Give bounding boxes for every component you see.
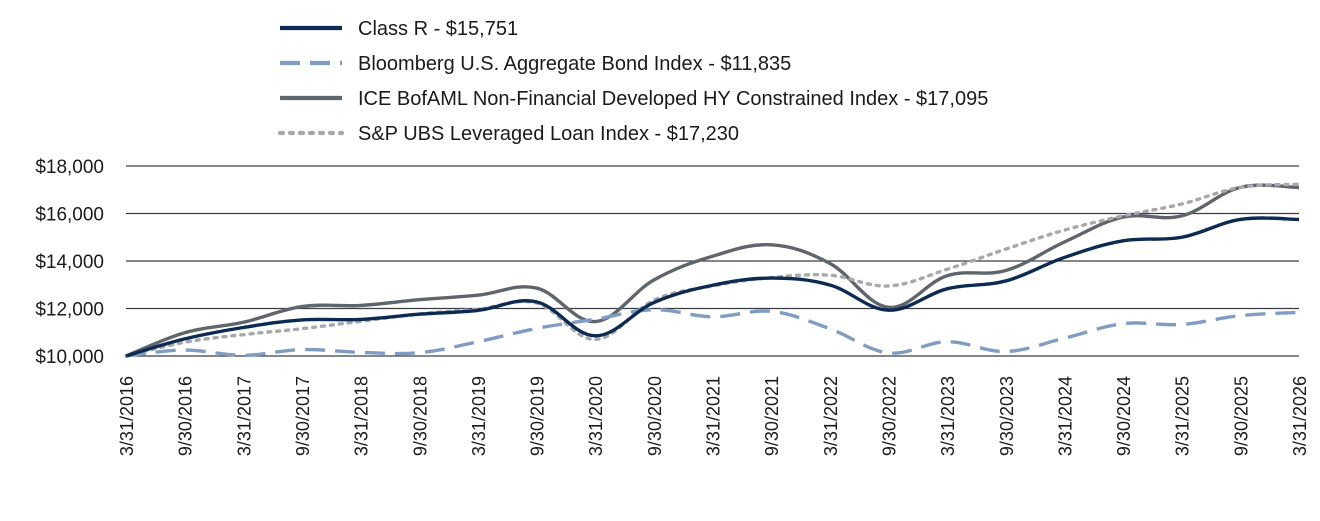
y-tick-label: $14,000: [35, 252, 104, 273]
x-tick-label: 3/31/2019: [469, 376, 489, 456]
x-tick-label: 3/31/2016: [117, 376, 137, 456]
x-tick-label: 9/30/2024: [1114, 376, 1134, 456]
x-tick-label: 9/30/2016: [176, 376, 196, 456]
x-tick-label: 3/31/2022: [821, 376, 841, 456]
x-tick-label: 3/31/2023: [938, 376, 958, 456]
x-tick-label: 3/31/2020: [586, 376, 606, 456]
series-line-3: [124, 182, 1301, 358]
y-tick-label: $18,000: [35, 157, 104, 178]
legend-label: Class R - $15,751: [358, 18, 518, 40]
series-line-0: [125, 216, 1300, 358]
legend-label: ICE BofAML Non-Financial Developed HY Co…: [358, 88, 988, 110]
x-tick-label: 9/30/2020: [645, 376, 665, 456]
x-tick-label: 3/31/2026: [1290, 376, 1310, 456]
y-tick-label: $16,000: [35, 205, 104, 226]
x-tick-label: 9/30/2019: [528, 376, 548, 456]
x-tick-label: 9/30/2023: [997, 376, 1017, 456]
x-tick-label: 9/30/2018: [410, 376, 430, 456]
x-tick-label: 3/31/2018: [352, 376, 372, 456]
x-tick-label: 3/31/2025: [1173, 376, 1193, 456]
y-tick-label: $12,000: [35, 300, 104, 321]
y-axis-tick-labels: $10,000 $12,000 $14,000 $16,000 $18,000: [35, 157, 104, 368]
legend: Class R - $15,751 Bloomberg U.S. Aggregat…: [277, 18, 988, 145]
series-line-1: [125, 307, 1300, 358]
x-tick-label: 9/30/2022: [879, 376, 899, 456]
legend-label: S&P UBS Leveraged Loan Index - $17,230: [358, 123, 739, 145]
y-tick-label: $10,000: [35, 347, 104, 368]
gridlines: [126, 165, 1299, 357]
x-tick-label: 9/30/2025: [1231, 376, 1251, 456]
series-line-2: [125, 183, 1300, 358]
x-tick-label: 3/31/2024: [1055, 376, 1075, 456]
x-tick-label: 3/31/2017: [234, 376, 254, 456]
x-tick-label: 9/30/2021: [762, 376, 782, 456]
x-tick-label: 9/30/2017: [293, 376, 313, 456]
legend-label: Bloomberg U.S. Aggregate Bond Index - $1…: [358, 53, 791, 75]
series-lines: [124, 182, 1301, 358]
x-axis-tick-labels: 3/31/2016 9/30/2016 3/31/2017 9/30/2017 3/31…: [117, 376, 1310, 456]
x-tick-label: 3/31/2021: [704, 376, 724, 456]
